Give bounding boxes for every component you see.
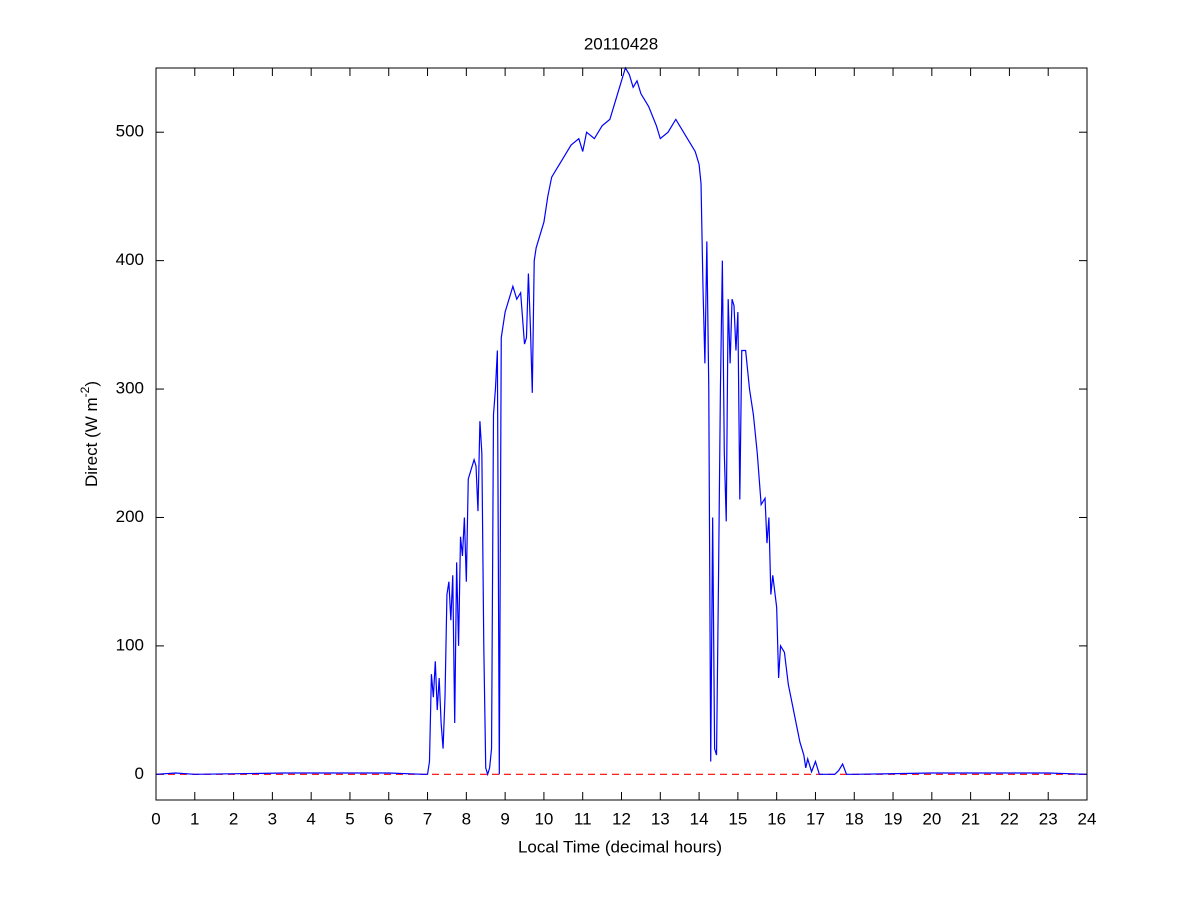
x-tick-label: 22 bbox=[1000, 809, 1019, 828]
x-tick-label: 7 bbox=[423, 809, 432, 828]
y-axis-label-main: Direct (W m bbox=[82, 397, 101, 487]
x-tick-label: 1 bbox=[190, 809, 199, 828]
y-tick-label: 100 bbox=[116, 635, 144, 654]
y-axis-label: Direct (W m-2) bbox=[78, 381, 101, 487]
x-tick-label: 21 bbox=[961, 809, 980, 828]
x-tick-label: 14 bbox=[690, 809, 709, 828]
y-tick-label: 300 bbox=[116, 379, 144, 398]
x-tick-label: 9 bbox=[500, 809, 509, 828]
x-tick-label: 11 bbox=[574, 809, 592, 828]
x-tick-label: 8 bbox=[462, 809, 471, 828]
x-axis-label: Local Time (decimal hours) bbox=[518, 837, 722, 856]
data-line bbox=[155, 66, 1088, 777]
plot-frame bbox=[155, 67, 1088, 801]
x-tick-label: 23 bbox=[1039, 809, 1058, 828]
x-tick-label: 4 bbox=[306, 809, 315, 828]
x-tick-label: 3 bbox=[268, 809, 277, 828]
y-tick-label: 500 bbox=[116, 122, 144, 141]
y-tick-label: 400 bbox=[116, 250, 144, 269]
x-tick-label: 17 bbox=[806, 809, 825, 828]
x-tick-label: 12 bbox=[612, 809, 631, 828]
x-tick-label: 13 bbox=[651, 809, 670, 828]
x-tick-label: 15 bbox=[728, 809, 747, 828]
x-tick-label: 20 bbox=[922, 809, 941, 828]
x-tick-label: 24 bbox=[1078, 809, 1097, 828]
y-tick-label: 200 bbox=[116, 507, 144, 526]
x-tick-label: 19 bbox=[884, 809, 903, 828]
x-tick-label: 16 bbox=[767, 809, 786, 828]
y-axis-label-superscript: -2 bbox=[78, 386, 92, 397]
chart-title: 20110428 bbox=[584, 34, 658, 53]
x-tick-label: 0 bbox=[151, 809, 160, 828]
x-tick-label: 6 bbox=[384, 809, 393, 828]
x-tick-label: 2 bbox=[229, 809, 238, 828]
x-tick-label: 5 bbox=[345, 809, 354, 828]
x-tick-label: 10 bbox=[534, 809, 553, 828]
y-axis-label-end: ) bbox=[82, 381, 101, 387]
y-tick-label: 0 bbox=[135, 764, 144, 783]
x-tick-label: 18 bbox=[845, 809, 864, 828]
